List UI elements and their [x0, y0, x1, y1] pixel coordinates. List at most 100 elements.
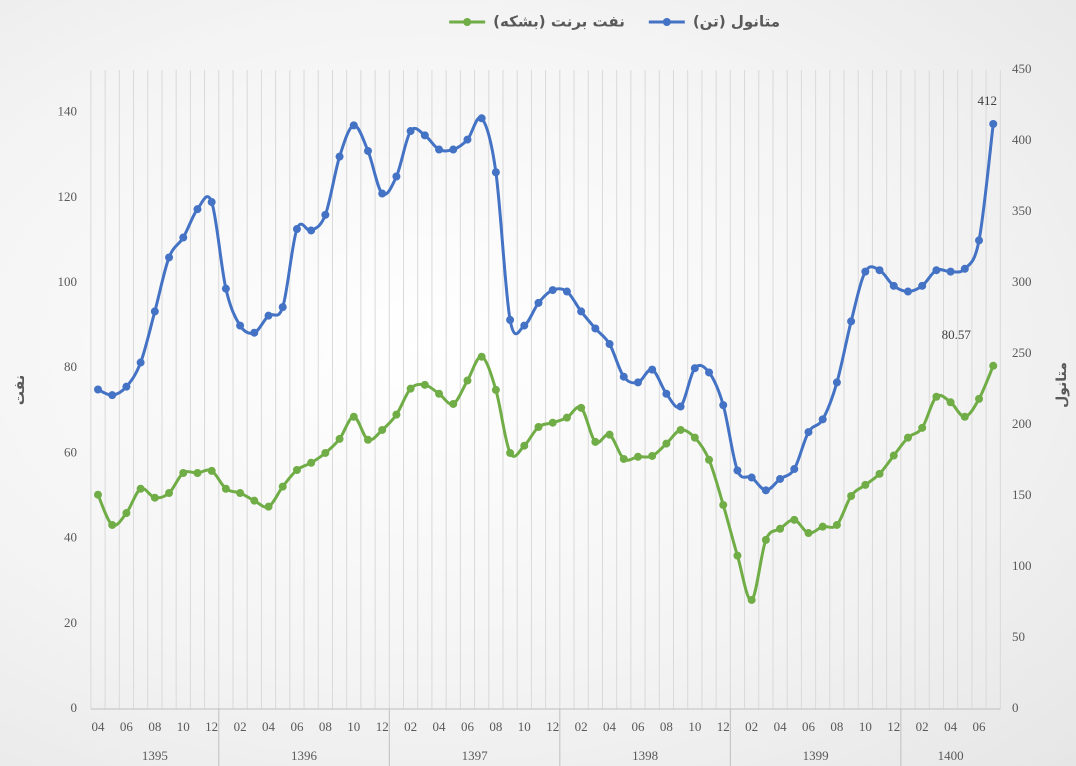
marker: [719, 500, 728, 509]
marker: [562, 413, 571, 422]
marker: [946, 267, 955, 276]
marker: [392, 172, 401, 181]
marker: [335, 152, 344, 161]
marker: [548, 286, 557, 295]
data-label: 412: [977, 93, 997, 108]
x-tick-label: 12: [887, 719, 900, 734]
year-label: 1395: [142, 748, 168, 763]
marker: [932, 266, 941, 275]
marker: [477, 352, 486, 361]
marker: [690, 364, 699, 373]
x-tick-label: 06: [802, 719, 816, 734]
marker: [761, 486, 770, 495]
x-tick-label: 08: [830, 719, 843, 734]
year-label: 1398: [632, 748, 658, 763]
x-tick-label: 12: [717, 719, 730, 734]
marker: [221, 284, 230, 293]
year-label: 1400: [938, 748, 964, 763]
marker: [747, 473, 756, 482]
marker: [392, 410, 401, 419]
legend-label: نفت برنت (بشکه): [493, 13, 625, 31]
marker: [648, 365, 657, 374]
x-tick-label: 10: [347, 719, 360, 734]
marker: [605, 430, 614, 439]
marker: [264, 311, 273, 320]
marker: [349, 121, 358, 130]
marker: [193, 205, 202, 214]
year-label: 1397: [462, 748, 489, 763]
marker: [690, 433, 699, 442]
marker: [363, 435, 372, 444]
x-tick-label: 08: [319, 719, 332, 734]
marker: [889, 451, 898, 460]
marker: [818, 415, 827, 424]
marker: [676, 402, 685, 411]
marker: [747, 595, 756, 604]
marker: [832, 378, 841, 387]
marker: [662, 389, 671, 398]
y2-tick-label: 300: [1012, 274, 1032, 289]
marker: [975, 394, 984, 403]
marker: [477, 114, 486, 123]
marker: [94, 490, 102, 499]
marker: [932, 392, 941, 401]
year-label: 1396: [291, 748, 318, 763]
marker: [221, 484, 230, 493]
marker: [818, 522, 827, 531]
series-line: [97, 115, 995, 492]
marker: [449, 399, 458, 408]
x-tick-label: 04: [944, 719, 958, 734]
marker: [847, 317, 856, 326]
marker: [548, 418, 557, 427]
marker: [420, 131, 429, 140]
series-line: [96, 355, 995, 602]
year-label: 1399: [803, 748, 829, 763]
x-tick-label: 06: [973, 719, 987, 734]
marker: [307, 226, 316, 235]
marker: [321, 448, 330, 457]
marker: [420, 380, 429, 389]
marker: [236, 489, 245, 498]
x-tick-label: 02: [916, 719, 929, 734]
marker: [335, 434, 344, 443]
y-tick-label: 140: [58, 104, 78, 119]
marker: [960, 412, 969, 421]
marker: [591, 324, 600, 333]
marker: [733, 466, 742, 475]
marker: [378, 425, 387, 434]
marker: [506, 448, 515, 457]
marker: [903, 287, 912, 296]
marker: [136, 484, 145, 493]
marker: [719, 401, 728, 410]
marker: [250, 328, 259, 337]
marker: [520, 321, 529, 330]
data-label: 80.57: [942, 327, 972, 342]
marker: [591, 437, 600, 446]
marker: [122, 382, 131, 391]
marker: [705, 455, 714, 464]
legend-marker: [463, 18, 472, 26]
x-tick-label: 04: [603, 719, 617, 734]
marker: [633, 452, 642, 461]
marker: [94, 385, 102, 394]
marker: [449, 145, 458, 154]
marker: [676, 425, 685, 434]
x-tick-label: 06: [120, 719, 134, 734]
marker: [264, 502, 273, 511]
x-tick-label: 12: [205, 719, 218, 734]
marker: [804, 529, 813, 538]
marker: [946, 398, 955, 407]
marker: [150, 493, 159, 502]
x-tick-label: 04: [262, 719, 276, 734]
marker: [435, 389, 444, 398]
y2-axis-title: متانول: [1054, 362, 1070, 408]
x-tick-label: 06: [290, 719, 304, 734]
marker: [136, 358, 145, 367]
marker: [577, 403, 586, 412]
y2-tick-label: 350: [1012, 203, 1032, 218]
x-tick-label: 08: [660, 719, 673, 734]
marker: [122, 509, 131, 518]
marker: [790, 465, 799, 474]
